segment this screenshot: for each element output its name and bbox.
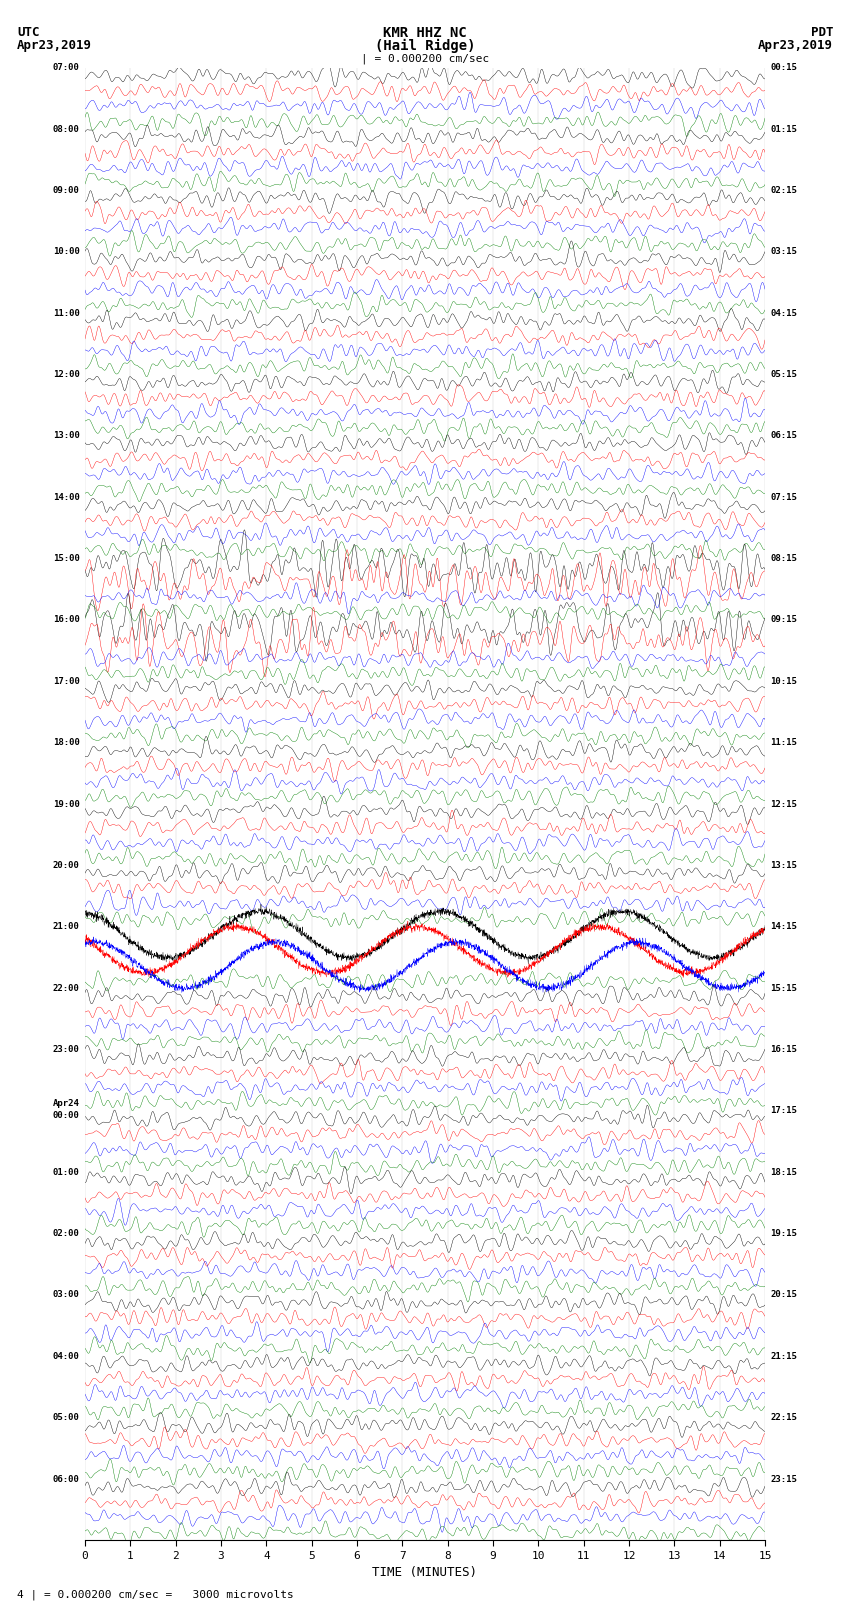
Text: 02:15: 02:15 [770, 185, 797, 195]
Text: 22:15: 22:15 [770, 1413, 797, 1423]
Text: 18:00: 18:00 [53, 739, 80, 747]
Text: (Hail Ridge): (Hail Ridge) [375, 39, 475, 53]
Text: 23:00: 23:00 [53, 1045, 80, 1053]
Text: 05:00: 05:00 [53, 1413, 80, 1423]
Text: PDT: PDT [811, 26, 833, 39]
Text: 12:00: 12:00 [53, 369, 80, 379]
Text: 12:15: 12:15 [770, 800, 797, 808]
X-axis label: TIME (MINUTES): TIME (MINUTES) [372, 1566, 478, 1579]
Text: 03:00: 03:00 [53, 1290, 80, 1300]
Text: 14:00: 14:00 [53, 494, 80, 502]
Text: 02:00: 02:00 [53, 1229, 80, 1239]
Text: 15:00: 15:00 [53, 555, 80, 563]
Text: 00:00: 00:00 [53, 1111, 80, 1119]
Text: 01:15: 01:15 [770, 124, 797, 134]
Text: 11:00: 11:00 [53, 308, 80, 318]
Text: 19:00: 19:00 [53, 800, 80, 808]
Text: 05:15: 05:15 [770, 369, 797, 379]
Text: 21:15: 21:15 [770, 1352, 797, 1361]
Text: 10:15: 10:15 [770, 677, 797, 686]
Text: Apr24: Apr24 [53, 1098, 80, 1108]
Text: 06:00: 06:00 [53, 1474, 80, 1484]
Text: Apr23,2019: Apr23,2019 [17, 39, 92, 52]
Text: 18:15: 18:15 [770, 1168, 797, 1177]
Text: 21:00: 21:00 [53, 923, 80, 931]
Text: 01:00: 01:00 [53, 1168, 80, 1177]
Text: 00:15: 00:15 [770, 63, 797, 73]
Text: 06:15: 06:15 [770, 431, 797, 440]
Text: 20:00: 20:00 [53, 861, 80, 869]
Text: 11:15: 11:15 [770, 739, 797, 747]
Text: 03:15: 03:15 [770, 247, 797, 256]
Text: Apr23,2019: Apr23,2019 [758, 39, 833, 52]
Text: 22:00: 22:00 [53, 984, 80, 992]
Text: 23:15: 23:15 [770, 1474, 797, 1484]
Text: UTC: UTC [17, 26, 39, 39]
Text: 08:00: 08:00 [53, 124, 80, 134]
Text: 07:00: 07:00 [53, 63, 80, 73]
Text: 08:15: 08:15 [770, 555, 797, 563]
Text: 19:15: 19:15 [770, 1229, 797, 1239]
Text: 13:00: 13:00 [53, 431, 80, 440]
Text: | = 0.000200 cm/sec: | = 0.000200 cm/sec [361, 53, 489, 65]
Text: 09:15: 09:15 [770, 616, 797, 624]
Text: 14:15: 14:15 [770, 923, 797, 931]
Text: 17:15: 17:15 [770, 1107, 797, 1115]
Text: 10:00: 10:00 [53, 247, 80, 256]
Text: 04:00: 04:00 [53, 1352, 80, 1361]
Text: 15:15: 15:15 [770, 984, 797, 992]
Text: 07:15: 07:15 [770, 494, 797, 502]
Text: 13:15: 13:15 [770, 861, 797, 869]
Text: 04:15: 04:15 [770, 308, 797, 318]
Text: 16:00: 16:00 [53, 616, 80, 624]
Text: 17:00: 17:00 [53, 677, 80, 686]
Text: 09:00: 09:00 [53, 185, 80, 195]
Text: 20:15: 20:15 [770, 1290, 797, 1300]
Text: 4 | = 0.000200 cm/sec =   3000 microvolts: 4 | = 0.000200 cm/sec = 3000 microvolts [17, 1589, 294, 1600]
Text: KMR HHZ NC: KMR HHZ NC [383, 26, 467, 40]
Text: 16:15: 16:15 [770, 1045, 797, 1053]
